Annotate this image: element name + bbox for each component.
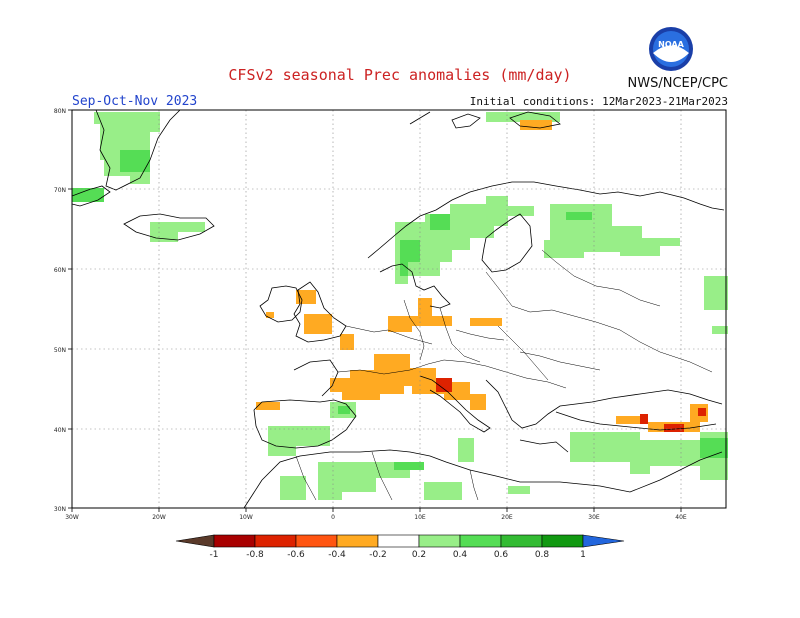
colorbar-label: -0.2 (369, 550, 387, 560)
noaa-logo: NOAA (649, 27, 693, 71)
colorbar-bin (254, 534, 297, 548)
colorbar (175, 534, 625, 548)
colorbar-label: 0.6 (494, 550, 509, 560)
colorbar-bin (500, 534, 543, 548)
lon-tick-label: 30W (65, 514, 79, 521)
colorbar-bin-neutral (377, 534, 420, 548)
lon-tick-label: 10W (239, 514, 253, 521)
lon-tick-label: 40E (675, 514, 687, 521)
lat-tick-label: 70N (54, 187, 66, 194)
colorbar-label: -0.8 (246, 550, 264, 560)
season-label: Sep-Oct-Nov 2023 (72, 94, 198, 109)
negative-anomaly-patches (256, 120, 708, 432)
colorbar-label: 1 (580, 550, 586, 560)
colorbar-bin (541, 534, 584, 548)
lon-tick-label: 10E (414, 514, 426, 521)
colorbar-label: 0.4 (453, 550, 468, 560)
svg-text:NOAA: NOAA (658, 40, 684, 49)
lat-tick-label: 80N (54, 108, 66, 115)
lat-tick-label: 50N (54, 347, 66, 354)
lon-tick-label: 20W (152, 514, 166, 521)
agency-label: NWS/NCEP/CPC (627, 76, 728, 91)
colorbar-bin (213, 534, 256, 548)
colorbar-label: -1 (210, 550, 219, 560)
positive-anomaly-patches (72, 112, 728, 500)
colorbar-label: -0.6 (287, 550, 305, 560)
colorbar-label: -0.4 (328, 550, 346, 560)
lat-tick-label: 60N (54, 267, 66, 274)
colorbar-label: 0.8 (535, 550, 550, 560)
lat-tick-label: 40N (54, 427, 66, 434)
lon-tick-label: 30E (588, 514, 600, 521)
initial-conditions-label: Initial conditions: 12Mar2023-21Mar2023 (469, 95, 728, 108)
lon-tick-label: 0 (331, 514, 335, 521)
colorbar-below-min (175, 534, 215, 548)
map-frame (71, 109, 727, 509)
colorbar-above-max (582, 534, 625, 548)
colorbar-bin (418, 534, 461, 548)
colorbar-bin (295, 534, 338, 548)
lat-tick-label: 30N (54, 506, 66, 513)
map-title: CFSv2 seasonal Prec anomalies (mm/day) (228, 66, 572, 84)
colorbar-bin (336, 534, 379, 548)
map-gridlines (72, 110, 726, 508)
colorbar-label: 0.2 (412, 550, 426, 560)
lon-tick-label: 20E (501, 514, 513, 521)
colorbar-bin (459, 534, 502, 548)
country-borders (295, 249, 713, 501)
